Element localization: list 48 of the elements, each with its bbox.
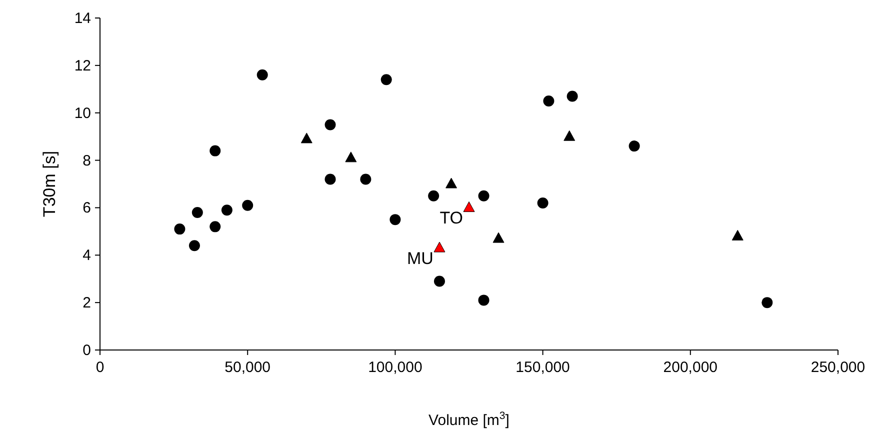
x-tick-label: 50,000 [224,359,271,376]
x-tick-label: 0 [96,359,104,376]
point [345,152,357,162]
x-tick-label: 150,000 [516,359,570,376]
point [434,242,446,252]
point [543,96,554,106]
point [478,190,490,202]
y-tick-label: 6 [82,200,91,217]
point [174,224,186,235]
point [324,119,336,130]
point [566,90,578,102]
y-axis-title: T30m [s] [40,150,59,218]
point [192,206,203,218]
point [300,132,312,144]
point [434,276,445,287]
point [210,145,221,156]
point [188,240,200,252]
y-tick-label: 0 [82,342,91,359]
y-tick-label: 10 [74,104,91,122]
y-tick-label: 8 [82,152,91,170]
point [537,197,548,208]
y-tick-label: 4 [82,247,91,264]
point [463,201,475,212]
x-tick-label: 100,000 [368,359,422,376]
y-tick-label: 14 [74,10,91,27]
point [210,221,221,232]
y-tick-label: 2 [82,294,91,312]
point [446,178,458,188]
point [478,294,490,306]
point [360,174,372,185]
annotation: MU [407,249,434,268]
x-tick-label: 200,000 [663,359,718,376]
x-axis-title: Volume [m$^{3}$] [428,410,510,429]
point [242,200,254,211]
point [256,69,268,80]
annotation: TO [440,208,463,228]
y-tick-label: 12 [74,57,91,74]
x-tick-label: 250,000 [810,359,866,376]
point [380,74,392,86]
point [324,174,336,185]
point [428,190,440,202]
point [492,232,504,243]
point [564,130,576,141]
point [221,204,232,216]
point [390,214,401,226]
point [762,297,773,308]
point [628,140,640,152]
point [732,230,744,240]
